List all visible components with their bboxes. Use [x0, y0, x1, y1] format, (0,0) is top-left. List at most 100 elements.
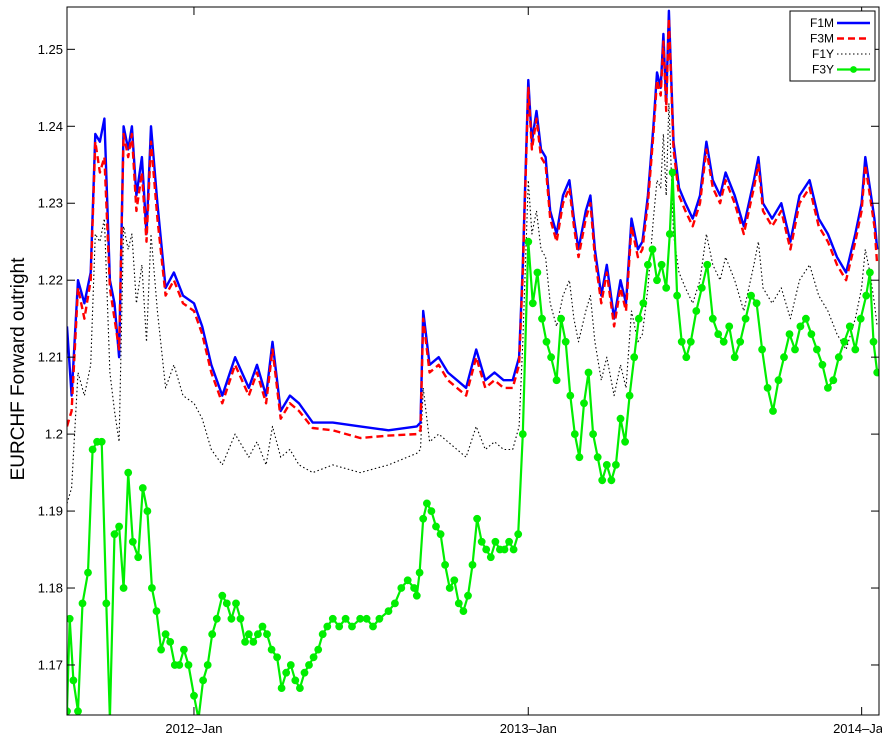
data-point-f3y: [589, 430, 597, 439]
data-point-f3y: [423, 499, 431, 508]
data-point-f3y: [67, 707, 71, 715]
data-point-f3y: [557, 314, 565, 323]
data-point-f3y: [97, 437, 106, 446]
data-point-f3y: [477, 537, 486, 546]
data-point-f3y: [67, 614, 74, 623]
y-axis-label: EURCHF Forward outright: [8, 257, 29, 480]
data-point-f3y: [427, 507, 436, 516]
data-point-f3y: [518, 430, 527, 439]
data-point-f3y: [736, 337, 745, 346]
data-point-f3y: [486, 553, 495, 562]
data-point-f3y: [593, 453, 602, 462]
data-point-f3y: [741, 314, 750, 323]
data-point-f3y: [152, 607, 161, 615]
data-point-f3y: [697, 284, 706, 292]
legend-label-f1y: F1Y: [812, 47, 834, 61]
data-point-f3y: [630, 353, 639, 362]
series-line-f1y: [67, 102, 878, 504]
series-line-f1m: [67, 9, 879, 432]
data-point-f3y: [473, 514, 482, 523]
data-point-f3y: [682, 353, 691, 362]
data-point-f3y: [415, 568, 424, 577]
data-point-f3y: [445, 584, 454, 592]
data-point-f3y: [625, 391, 634, 400]
data-point-f3y: [218, 591, 227, 600]
data-point-f3y: [459, 607, 468, 615]
data-point-f3y: [318, 630, 327, 639]
data-point-f3y: [419, 514, 428, 523]
data-point-f3y: [758, 345, 766, 354]
data-point-f3y: [110, 530, 119, 539]
data-point-f3y: [552, 376, 561, 385]
x-tick-label: 2012–Jan: [165, 721, 222, 736]
data-point-f3y: [644, 260, 652, 269]
data-point-f3y: [851, 345, 860, 354]
data-point-f3y: [813, 345, 821, 354]
data-point-f3y: [84, 568, 92, 577]
data-point-f3y: [725, 322, 734, 331]
data-point-f3y: [328, 614, 337, 623]
data-point-f3y: [482, 545, 491, 554]
data-point-f3y: [203, 661, 212, 669]
data-point-f3y: [375, 614, 384, 623]
data-point-f3y: [356, 614, 365, 623]
data-point-f3y: [391, 599, 399, 608]
y-tick-label: 1.21: [38, 350, 63, 365]
data-point-f3y: [575, 453, 584, 462]
data-point-f3y: [824, 384, 832, 392]
y-tick-label: 1.2: [45, 427, 63, 442]
data-point-f3y: [222, 599, 231, 608]
data-point-f3y: [752, 299, 761, 308]
data-point-f3y: [305, 661, 313, 669]
plot-frame: [66, 6, 880, 716]
data-point-f3y: [719, 337, 728, 346]
data-point-f3y: [296, 684, 304, 692]
data-point-f3y: [341, 614, 350, 623]
data-point-f3y: [514, 530, 523, 539]
data-point-f3y: [616, 414, 625, 423]
data-point-f3y: [143, 507, 152, 516]
data-point-f3y: [714, 330, 723, 339]
data-point-f3y: [124, 468, 133, 477]
data-point-f3y: [128, 537, 137, 546]
data-point-f3y: [78, 599, 87, 608]
y-tick-label: 1.24: [38, 119, 63, 134]
x-tick-label: 2013–Jan: [500, 721, 557, 736]
series-line-f3y: [67, 171, 879, 715]
data-point-f3y: [236, 614, 245, 623]
data-point-f3y: [607, 476, 616, 485]
data-point-f3y: [175, 661, 184, 669]
data-point-f3y: [869, 337, 878, 346]
data-point-f3y: [309, 653, 318, 662]
data-point-f3y: [157, 645, 166, 654]
data-point-f3y: [505, 537, 514, 546]
data-point-f3y: [436, 530, 445, 539]
data-point-f3y: [249, 638, 258, 646]
data-point-f3y: [227, 614, 236, 623]
data-point-f3y: [509, 545, 518, 554]
data-point-f3y: [166, 638, 175, 646]
data-point-f3y: [866, 268, 874, 277]
data-point-f3y: [119, 584, 128, 592]
data-point-f3y: [314, 645, 323, 654]
data-point-f3y: [561, 337, 570, 346]
data-point-f3y: [263, 630, 271, 639]
data-point-f3y: [102, 599, 111, 608]
data-point-f3y: [657, 260, 666, 269]
data-point-f3y: [780, 353, 788, 362]
data-point-f3y: [323, 622, 332, 631]
data-point-f3y: [148, 584, 156, 592]
data-point-f3y: [829, 376, 838, 385]
data-point-f3y: [528, 299, 537, 308]
data-point-f3y: [277, 684, 286, 692]
data-point-f3y: [856, 314, 865, 323]
data-point-f3y: [873, 368, 879, 377]
data-point-f3y: [665, 230, 674, 238]
data-point-f3y: [730, 353, 739, 362]
data-point-f3y: [450, 576, 459, 585]
data-point-f3y: [384, 607, 393, 615]
data-point-f3y: [208, 630, 217, 639]
axis-ticks: 1.17 1.18 1.19 1.2 1.21 1.22 1.23 1.24 1.25 2012–…: [38, 7, 882, 736]
data-point-f3y: [491, 537, 500, 546]
